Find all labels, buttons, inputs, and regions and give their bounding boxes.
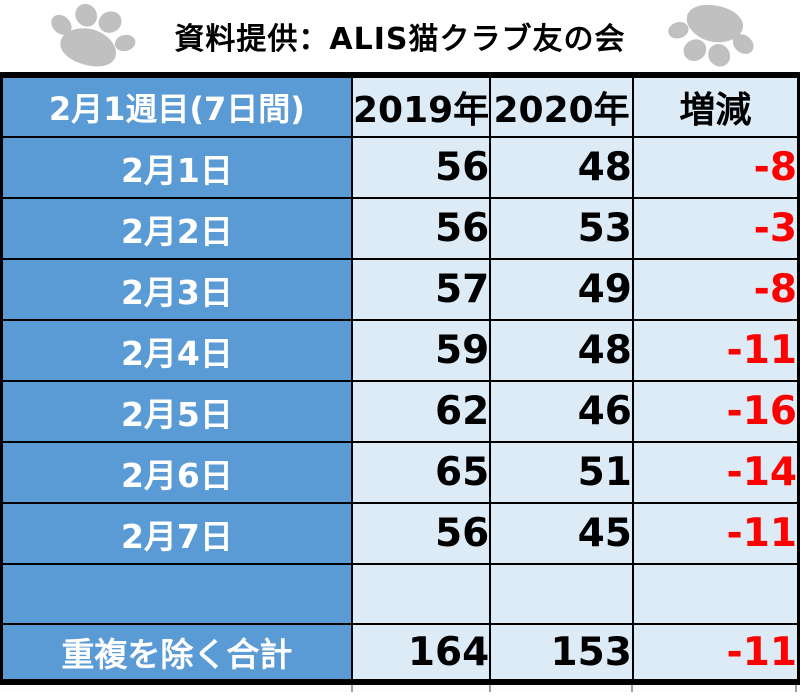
table-row-feb6: 2月6日 65 51 -14 [0,441,800,504]
column-header-diff: 増減 [631,74,800,138]
table-row-empty [0,563,800,625]
table-row-feb5: 2月5日 62 46 -16 [0,380,800,443]
title-bar: 資料提供：ALIS猫クラブ友の会 [0,0,800,72]
table-row-feb2: 2月2日 56 53 -3 [0,197,800,260]
value-2019: 56 [350,197,492,260]
value-2019: 65 [350,441,492,504]
value-2020: 48 [489,136,634,199]
date-label: 2月1日 [0,136,353,199]
value-2019: 57 [350,258,492,321]
value-2020: 48 [489,319,634,382]
value-diff: -8 [631,258,800,321]
data-table: 2月1週目(7日間) 2019年 2020年 増減 2月1日 56 48 -8 … [0,72,800,685]
value-2020: 45 [489,502,634,565]
value-2020: 46 [489,380,634,443]
value-2020: 49 [489,258,634,321]
date-label: 2月2日 [0,197,353,260]
column-header-2020: 2020年 [489,74,634,138]
value-diff: -14 [631,441,800,504]
value-diff: -16 [631,380,800,443]
table-row-total: 重複を除く合計 164 153 -11 [0,623,800,683]
table-row-feb1: 2月1日 56 48 -8 [0,136,800,199]
value-diff: -11 [631,319,800,382]
table-header-row: 2月1週目(7日間) 2019年 2020年 増減 [0,74,800,138]
value-diff: -8 [631,136,800,199]
column-header-period: 2月1週目(7日間) [0,74,353,138]
value-2019: 56 [350,502,492,565]
total-diff: -11 [631,623,800,683]
paw-print-icon-right [660,0,763,77]
page-title: 資料提供：ALIS猫クラブ友の会 [174,22,626,57]
date-label: 2月5日 [0,380,353,443]
value-2020: 53 [489,197,634,260]
value-diff [631,563,800,625]
total-label: 重複を除く合計 [0,623,353,683]
date-label: 2月6日 [0,441,353,504]
value-2020: 51 [489,441,634,504]
table-row-feb7: 2月7日 56 45 -11 [0,502,800,565]
value-diff: -3 [631,197,800,260]
table-row-feb4: 2月4日 59 48 -11 [0,319,800,382]
date-label: 2月3日 [0,258,353,321]
total-2020: 153 [489,623,634,683]
date-label: 2月7日 [0,502,353,565]
column-header-2019: 2019年 [350,74,492,138]
value-2020 [489,563,634,625]
total-2019: 164 [350,623,492,683]
paw-print-icon-left [39,0,145,78]
value-2019: 59 [350,319,492,382]
next-row-sliver [0,685,800,692]
value-diff: -11 [631,502,800,565]
table-row-feb3: 2月3日 57 49 -8 [0,258,800,321]
value-2019 [350,563,492,625]
date-label [0,563,353,625]
value-2019: 56 [350,136,492,199]
value-2019: 62 [350,380,492,443]
date-label: 2月4日 [0,319,353,382]
